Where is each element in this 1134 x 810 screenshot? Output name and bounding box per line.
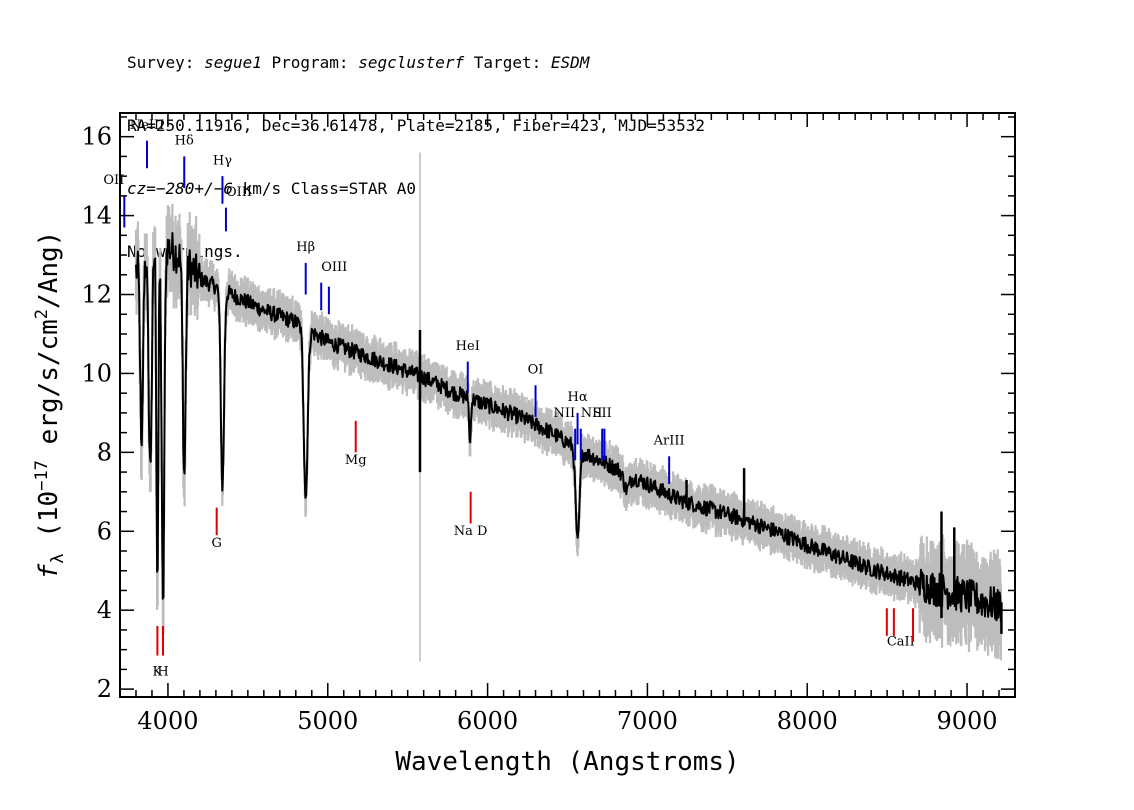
axis-ticks <box>119 113 1016 697</box>
target-label: Target: <box>464 53 551 72</box>
redshift-value: cz=−280+/−6 <box>127 179 233 198</box>
emission-line-label: Hβ <box>296 240 315 255</box>
y-tick-label: 12 <box>81 281 112 309</box>
y-tick-label: 2 <box>97 675 112 703</box>
x-tick-label: 6000 <box>457 707 518 735</box>
x-tick-label: 7000 <box>617 707 678 735</box>
absorption-line-label: G <box>211 536 221 551</box>
axis-tick-labels: 4000 5000 6000 7000 8000 9000 2 4 6 8 10 12 14 16 <box>81 123 997 735</box>
x-tick-label: 4000 <box>137 707 198 735</box>
y-tick-label: 8 <box>97 438 112 466</box>
absorption-line-label: Mg <box>345 453 367 468</box>
survey-label: Survey: <box>127 53 205 72</box>
y-axis-title-exponent-2: 2 <box>32 309 52 319</box>
y-tick-label: 14 <box>81 202 112 230</box>
emission-line-label: HeI <box>456 339 480 354</box>
absorption-line-label: Na D <box>454 524 488 539</box>
y-axis-title-units: erg/s/cm <box>34 319 64 460</box>
y-tick-label: 16 <box>81 123 112 151</box>
y-tick-label: 6 <box>97 517 112 545</box>
emission-line-label: NII <box>554 406 576 421</box>
y-axis-title-subscript: λ <box>48 553 68 563</box>
absorption-line-label: CaII <box>887 635 915 650</box>
absorption-line-label: K <box>153 664 163 679</box>
emission-line-label: NeIII <box>130 118 164 133</box>
x-tick-label: 8000 <box>777 707 838 735</box>
y-tick-label: 10 <box>81 359 112 387</box>
emission-line-label: Hγ <box>213 153 232 168</box>
flux-error-band-path <box>134 203 1002 661</box>
target-value: ESDM <box>550 53 590 72</box>
program-value: segclusterf <box>358 53 465 72</box>
emission-line-label: OII <box>103 173 124 188</box>
spectrum-header: Survey: segue1 Program: segclusterf Targ… <box>127 10 705 283</box>
emission-line-label: NII <box>581 406 603 421</box>
x-tick-label: 5000 <box>297 707 358 735</box>
y-tick-label: 4 <box>97 596 112 624</box>
survey-value: segue1 <box>204 53 262 72</box>
emission-line-label: Hα <box>568 390 588 405</box>
header-line-redshift: cz=−280+/−6 km/s Class=STAR A0 <box>127 178 705 199</box>
emission-line-label: Hδ <box>175 134 194 149</box>
flux-line <box>135 232 1002 622</box>
x-tick-label: 9000 <box>937 707 998 735</box>
header-line-survey: Survey: segue1 Program: segclusterf Targ… <box>127 52 705 73</box>
flux-series <box>135 232 1003 634</box>
absorption-line-label: H <box>157 664 168 679</box>
y-axis-title-symbol: f <box>34 563 64 579</box>
program-label: Program: <box>261 53 359 72</box>
y-axis-title-exponent: −17 <box>32 460 52 491</box>
x-axis-title: Wavelength (Angstroms) <box>395 747 739 777</box>
header-line-coordinates: RA=250.11916, Dec=36.61478, Plate=2185, … <box>127 116 705 135</box>
emission-line-label: OI <box>528 362 544 377</box>
y-axis-title: fλ (10−17 erg/s/cm2/Ang) <box>32 231 68 580</box>
y-axis-title-suffix: /Ang) <box>34 231 64 309</box>
class-text: km/s Class=STAR A0 <box>232 179 416 198</box>
emission-line-label: OIII <box>321 260 347 275</box>
emission-line-label: OIII <box>226 185 252 200</box>
emission-line-label: SII <box>593 406 612 421</box>
spectral-line-markers: OIINeIIIHδHγOIIIHβOIIIHeIOINIIHαNIISIIAr… <box>103 118 914 680</box>
emission-line-label: ArIII <box>653 433 685 448</box>
y-axis-title-prefix: (10 <box>34 491 64 554</box>
